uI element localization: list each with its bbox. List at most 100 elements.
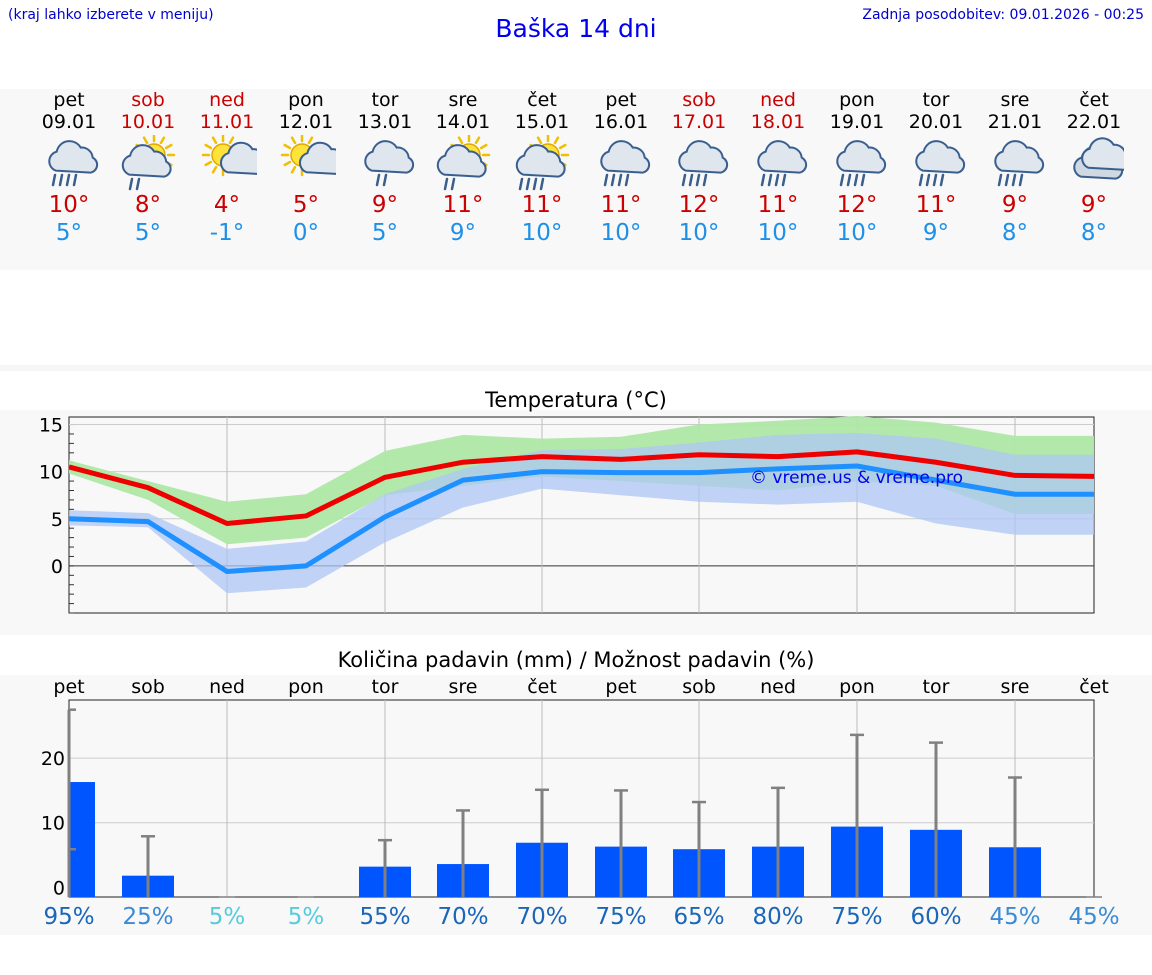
weather-icon-wrap bbox=[827, 135, 887, 191]
day-column: pet 16.01 11° 10° bbox=[576, 89, 666, 247]
y-tick-label: 20 bbox=[41, 748, 65, 770]
weather-icon-wrap bbox=[39, 135, 99, 191]
day-column: sob 17.01 12° 10° bbox=[654, 89, 744, 247]
precip-chance-label: 5% bbox=[287, 904, 325, 930]
max-temperature: 11° bbox=[757, 192, 799, 218]
precip-chance-label: 65% bbox=[673, 904, 725, 930]
day-column: sob 10.01 8° 5° bbox=[103, 89, 193, 247]
weather-icon-wrap bbox=[197, 133, 270, 191]
cloud-rain-heavy-icon bbox=[757, 140, 808, 187]
cloud-rain-heavy-icon bbox=[600, 140, 651, 187]
precip-day-label: tor bbox=[371, 676, 399, 698]
max-temperature: 10° bbox=[48, 192, 90, 218]
day-name: sre bbox=[1000, 89, 1030, 111]
day-column: ned 18.01 11° 10° bbox=[733, 89, 823, 247]
day-column: sre 21.01 9° 8° bbox=[970, 89, 1060, 247]
precip-chance-label: 95% bbox=[43, 904, 95, 930]
precip-chance-label: 60% bbox=[910, 904, 962, 930]
weather-icon-wrap bbox=[433, 133, 493, 191]
day-name: ned bbox=[209, 89, 245, 111]
precip-day-label: čet bbox=[527, 676, 557, 698]
weather-icon-wrap bbox=[118, 133, 178, 191]
day-date: 09.01 bbox=[41, 111, 97, 133]
min-temperature: 5° bbox=[55, 220, 83, 246]
weather-icon-wrap bbox=[1064, 135, 1132, 191]
precip-day-label: ned bbox=[209, 676, 245, 698]
min-temperature: 8° bbox=[1080, 220, 1108, 246]
day-date: 19.01 bbox=[829, 111, 885, 133]
y-tick-label: 0 bbox=[51, 556, 63, 578]
max-temperature: 12° bbox=[678, 192, 720, 218]
min-temperature: 10° bbox=[521, 220, 563, 246]
day-name: pet bbox=[605, 89, 637, 111]
max-temperature: 5° bbox=[292, 192, 320, 218]
max-temperature: 4° bbox=[213, 192, 241, 218]
day-column: pet 09.01 10° 5° bbox=[24, 89, 114, 247]
weather-icon-wrap bbox=[355, 135, 415, 191]
min-temperature-line bbox=[68, 463, 1094, 575]
precip-chance-label: 70% bbox=[437, 904, 489, 930]
day-column: pon 12.01 5° 0° bbox=[261, 89, 351, 247]
day-date: 15.01 bbox=[514, 111, 570, 133]
cloud-rain-heavy-icon bbox=[678, 140, 729, 187]
min-temperature: 9° bbox=[449, 220, 477, 246]
weather-icon-wrap bbox=[512, 133, 572, 191]
precip-day-label: sre bbox=[448, 676, 478, 698]
sun-small-cloud-icon bbox=[280, 133, 349, 177]
precip-chance-label: 45% bbox=[989, 904, 1041, 930]
watermark-text: © vreme.us & vreme.pro bbox=[750, 468, 964, 488]
y-tick-label: 5 bbox=[51, 509, 63, 531]
sun-small-cloud-icon bbox=[201, 133, 270, 177]
weather-icon-wrap bbox=[906, 135, 966, 191]
precip-day-label: sre bbox=[1000, 676, 1030, 698]
day-name: pet bbox=[53, 89, 85, 111]
precip-day-label: pon bbox=[288, 676, 324, 698]
precip-chance-label: 70% bbox=[516, 904, 568, 930]
y-tick-label: 0 bbox=[53, 877, 65, 899]
sun-cloud-rain-heavy-icon bbox=[515, 133, 570, 191]
cloud-rain-heavy-icon bbox=[915, 140, 966, 187]
day-column: čet 22.01 9° 8° bbox=[1049, 89, 1139, 247]
min-temperature: -1° bbox=[209, 220, 245, 246]
sun-cloud-rain-icon bbox=[436, 133, 491, 191]
cloud-rain-heavy-icon bbox=[994, 140, 1045, 187]
day-column: ned 11.01 4° -1° bbox=[182, 89, 272, 247]
max-temperature: 9° bbox=[1080, 192, 1108, 218]
min-temperature: 5° bbox=[371, 220, 399, 246]
max-temperature: 12° bbox=[836, 192, 878, 218]
weather-icon-wrap bbox=[669, 135, 729, 191]
divider bbox=[0, 365, 1152, 371]
weather-icon-wrap bbox=[591, 135, 651, 191]
y-tick-label: 10 bbox=[39, 462, 63, 484]
precip-day-label: ned bbox=[760, 676, 796, 698]
precip-chance-label: 80% bbox=[752, 904, 804, 930]
max-temperature-line bbox=[68, 449, 1095, 526]
precip-day-label: sob bbox=[682, 676, 716, 698]
day-date: 21.01 bbox=[987, 111, 1043, 133]
max-temperature: 11° bbox=[600, 192, 642, 218]
min-temperature: 10° bbox=[678, 220, 720, 246]
max-temperature: 8° bbox=[134, 192, 162, 218]
day-column: čet 15.01 11° 10° bbox=[497, 89, 587, 247]
day-date: 17.01 bbox=[671, 111, 727, 133]
temperature-chart: 0 5 10 15 bbox=[39, 415, 1095, 614]
day-name: čet bbox=[1079, 89, 1109, 111]
day-name: tor bbox=[371, 89, 399, 111]
precipitation-chart: 0 10 20 bbox=[41, 699, 1102, 899]
min-temperature: 5° bbox=[134, 220, 162, 246]
precipitation-chart-title: Količina padavin (mm) / Možnost padavin … bbox=[337, 648, 815, 672]
weather-icon-wrap bbox=[276, 133, 349, 191]
max-temperature: 11° bbox=[442, 192, 484, 218]
sun-cloud-rain-icon bbox=[121, 133, 176, 191]
day-date: 18.01 bbox=[750, 111, 806, 133]
day-date: 20.01 bbox=[908, 111, 964, 133]
day-date: 11.01 bbox=[199, 111, 255, 133]
precip-chance-label: 45% bbox=[1068, 904, 1120, 930]
cloud-light-rain-icon bbox=[364, 140, 415, 187]
page-title: Baška 14 dni bbox=[495, 14, 657, 43]
max-temperature: 9° bbox=[1001, 192, 1029, 218]
day-column: pon 19.01 12° 10° bbox=[812, 89, 902, 247]
min-temperature: 0° bbox=[292, 220, 320, 246]
min-temperature: 10° bbox=[600, 220, 642, 246]
day-name: pon bbox=[288, 89, 324, 111]
